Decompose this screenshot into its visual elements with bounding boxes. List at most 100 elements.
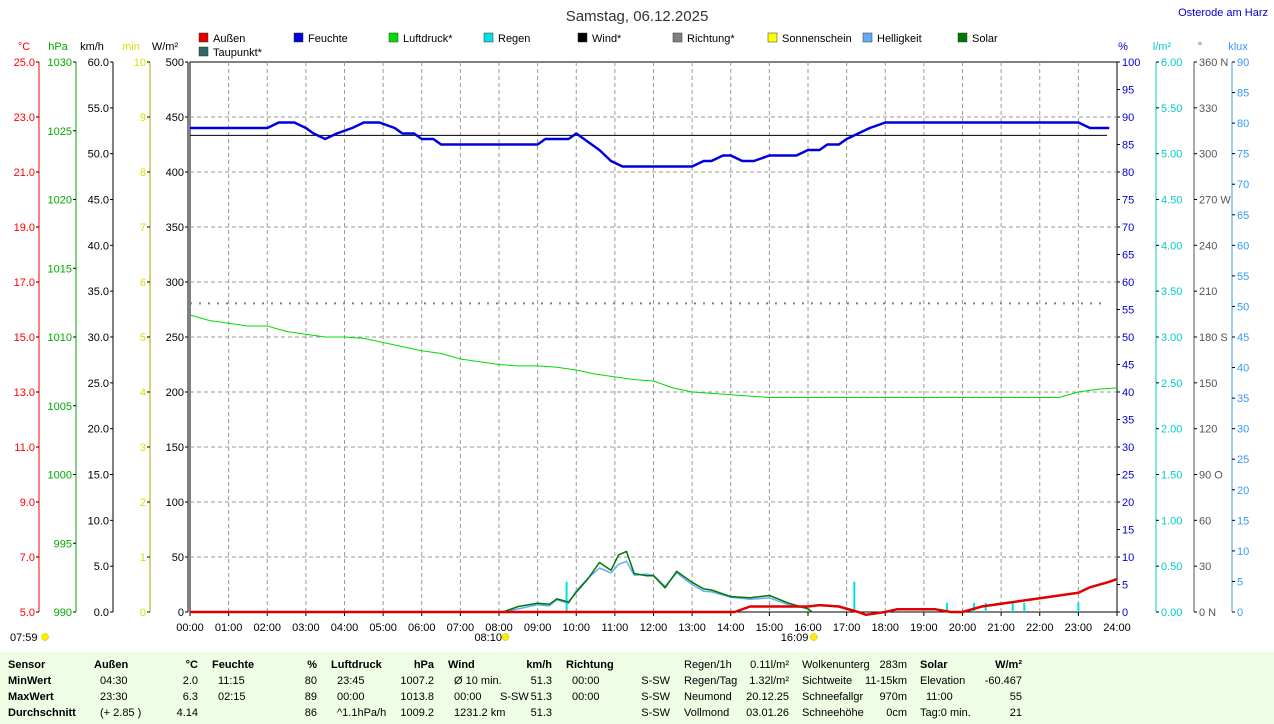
- left-axis-tick-label: 11.0: [14, 442, 35, 454]
- x-axis-tick-label: 11:00: [602, 622, 629, 634]
- stats-wind-direction: S-SW: [500, 691, 529, 703]
- stats-druck-value: 1009.2: [400, 707, 434, 719]
- stats-aussen-value: 2.0: [182, 675, 198, 687]
- x-axis-tick-label: 19:00: [910, 622, 938, 634]
- x-axis-tick-label: 08:00: [485, 622, 513, 634]
- right-axis-tick-label: 30: [1237, 424, 1249, 436]
- left-axis-tick-label: 4: [140, 387, 146, 399]
- x-axis-tick-label: 15:00: [756, 622, 784, 634]
- right-axis-tick-label: 5: [1237, 576, 1243, 588]
- legend-swatch: [293, 32, 304, 43]
- right-axis-tick-label: 180 S: [1199, 332, 1228, 344]
- left-axis-tick-label: 1020: [48, 195, 72, 207]
- stats-druck-time: 23:45: [337, 675, 365, 687]
- left-axis-unit: °C: [18, 41, 30, 53]
- left-axis-tick-label: 7: [140, 222, 146, 234]
- stats-misc-value: 03.01.26: [746, 707, 789, 719]
- left-axis-tick-label: 5: [140, 332, 146, 344]
- legend-swatch: [388, 32, 399, 43]
- right-axis-tick-label: 4.50: [1161, 195, 1182, 207]
- right-axis-tick-label: 5: [1122, 580, 1128, 592]
- left-axis-tick-label: 1010: [48, 332, 72, 344]
- right-axis-tick-label: 3.00: [1161, 332, 1182, 344]
- right-axis-tick-label: 2.50: [1161, 378, 1182, 390]
- left-axis-tick-label: 5.0: [94, 561, 109, 573]
- left-axis-unit: hPa: [48, 41, 68, 53]
- right-axis-tick-label: 65: [1237, 210, 1249, 222]
- sun-icon: [41, 633, 49, 641]
- right-axis-tick-label: 60: [1122, 277, 1134, 289]
- right-axis-tick-label: 75: [1237, 149, 1249, 161]
- left-axis-tick-label: 35.0: [88, 286, 109, 298]
- right-axis-tick-label: 75: [1122, 195, 1134, 207]
- right-axis-unit: °: [1198, 41, 1202, 53]
- stats-aussen-value: 4.14: [176, 707, 198, 719]
- left-axis-tick-label: 1: [140, 552, 146, 564]
- left-axis-tick-label: 150: [166, 442, 184, 454]
- legend-label: Regen: [498, 33, 530, 45]
- series-line-luftdruck: [189, 314, 1118, 398]
- right-axis-tick-label: 30: [1122, 442, 1134, 454]
- rain-bar: [1011, 602, 1014, 612]
- right-axis-tick-label: 25: [1122, 470, 1134, 482]
- stats-misc-value: 20.12.25: [746, 691, 789, 703]
- right-axis-tick-label: 50: [1237, 301, 1249, 313]
- stats-header-5: Richtung: [566, 659, 614, 671]
- chart-grid: 00:00 01:00 02:00 03:00 04:00 05:00 06:00 07:00…: [176, 61, 1131, 634]
- right-axis-tick-label: 90: [1122, 112, 1134, 124]
- stats-header-2: Feuchte: [212, 659, 255, 671]
- stats-feuchte-time: 11:15: [218, 675, 245, 687]
- left-axis-tick-label: 50.0: [88, 149, 109, 161]
- stats-misc-label: Vollmond: [684, 707, 730, 719]
- x-axis-tick-label: 02:00: [253, 622, 281, 634]
- left-axis-tick-label: 7.0: [20, 552, 35, 564]
- stats-misc-value: 1.32l/m²: [749, 675, 789, 687]
- x-axis-tick-label: 00:00: [176, 622, 204, 634]
- stats-solar-label: 11:00: [926, 691, 953, 703]
- stats-row-label: MinWert: [8, 675, 52, 687]
- right-axis-tick-label: 100: [1122, 57, 1140, 69]
- x-axis-tick-label: 10:00: [562, 622, 590, 634]
- right-axis-tick-label: 5.00: [1161, 149, 1182, 161]
- left-axis-tick-label: 1005: [48, 401, 72, 413]
- stats-header-1: Außen: [94, 659, 129, 671]
- stats-richtung-time: 00:00: [572, 691, 600, 703]
- stats-aussen-value: 6.3: [182, 691, 198, 703]
- rain-bar: [946, 602, 949, 612]
- right-axis-tick-label: 6.00: [1161, 57, 1182, 69]
- legend-swatch: [957, 32, 968, 43]
- stats-wind-value: 51.3: [530, 691, 552, 703]
- rain-bar: [1023, 602, 1026, 612]
- left-axis-tick-label: 9: [140, 112, 146, 124]
- right-axis-tick-label: 1.00: [1161, 515, 1182, 527]
- stats-druck-value: 1007.2: [400, 675, 434, 687]
- x-axis-tick-label: 06:00: [408, 622, 436, 634]
- statistics-panel: Sensor Außen °C Feuchte% Luftdruck hPa Wind km/…: [0, 652, 1274, 724]
- stats-feuchte-value: 80: [304, 675, 317, 687]
- left-axis-tick-label: 990: [54, 607, 72, 619]
- x-axis-tick-label: 03:00: [292, 622, 320, 634]
- stats-richtung-value: S-SW: [641, 691, 670, 703]
- stats-misc-label: Schneefallgr: [802, 691, 864, 703]
- chart-legend: Außen Feuchte Luftdruck* Regen Wind* Richtung…: [198, 32, 998, 59]
- right-axis-tick-label: 50: [1122, 332, 1134, 344]
- stats-solar-label: Tag:0 min.: [920, 707, 971, 719]
- stats-wind-value: 51.3: [530, 675, 552, 687]
- x-axis-tick-label: 18:00: [871, 622, 899, 634]
- legend-label: Wind*: [592, 33, 622, 45]
- left-axis-tick-label: 250: [166, 332, 184, 344]
- x-axis-tick-label: 17:00: [833, 622, 861, 634]
- stats-richtung-value: S-SW: [641, 675, 670, 687]
- sunset-label: 16:09: [781, 632, 809, 644]
- right-axis-tick-label: 95: [1122, 85, 1134, 97]
- stats-misc-label: Regen/Tag: [684, 675, 738, 687]
- stats-wind-time: 1231.2 km: [454, 707, 506, 719]
- stats-solar-label: Elevation: [920, 675, 966, 687]
- right-axis-unit: %: [1118, 41, 1128, 53]
- right-axis-tick-label: 40: [1237, 363, 1249, 375]
- legend-label: Luftdruck*: [403, 33, 453, 45]
- stats-header-0: Sensor: [8, 659, 46, 671]
- stats-misc-value: 970m: [879, 691, 907, 703]
- right-axis-tick-label: 150: [1199, 378, 1217, 390]
- stats-feuchte-value: 89: [304, 691, 317, 703]
